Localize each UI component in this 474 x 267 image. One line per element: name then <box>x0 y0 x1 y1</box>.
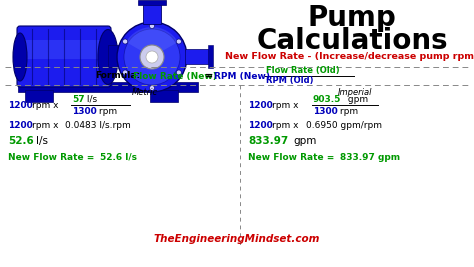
Text: 1200: 1200 <box>248 100 273 109</box>
Text: gpm: gpm <box>345 95 368 104</box>
Text: 0.0483 l/s.rpm: 0.0483 l/s.rpm <box>65 120 131 129</box>
FancyBboxPatch shape <box>18 82 198 92</box>
Text: Calculations: Calculations <box>256 27 448 55</box>
Text: 52.6 l/s: 52.6 l/s <box>100 152 137 162</box>
Ellipse shape <box>13 33 27 81</box>
Text: rpm x: rpm x <box>32 120 58 129</box>
Circle shape <box>123 70 128 75</box>
Text: rpm x: rpm x <box>272 120 299 129</box>
Text: 52.6: 52.6 <box>8 136 34 146</box>
Text: rpm: rpm <box>96 108 117 116</box>
Text: gpm: gpm <box>293 136 316 146</box>
Circle shape <box>176 70 182 75</box>
Text: 1300: 1300 <box>72 108 97 116</box>
Text: rpm: rpm <box>337 108 358 116</box>
Text: 1300: 1300 <box>313 108 338 116</box>
Text: Pump: Pump <box>308 4 396 32</box>
Text: RPM (Old): RPM (Old) <box>266 77 313 85</box>
FancyBboxPatch shape <box>23 40 105 59</box>
Text: Formula:: Formula: <box>95 72 140 80</box>
FancyBboxPatch shape <box>143 2 161 24</box>
Text: 57: 57 <box>72 95 85 104</box>
Text: Flow Rate (Old): Flow Rate (Old) <box>266 66 340 76</box>
Text: RPM (New): RPM (New) <box>214 72 270 80</box>
Text: New Flow Rate =: New Flow Rate = <box>8 152 98 162</box>
Circle shape <box>146 51 158 63</box>
Circle shape <box>176 39 182 44</box>
Text: =: = <box>205 71 213 81</box>
Text: Flow Rate (New): Flow Rate (New) <box>133 72 217 80</box>
Text: l/s: l/s <box>84 95 97 104</box>
Text: Metric: Metric <box>132 88 158 97</box>
FancyBboxPatch shape <box>25 90 53 102</box>
Text: New Flow Rate - (Increase/decrease pump rpm): New Flow Rate - (Increase/decrease pump … <box>225 52 474 61</box>
FancyBboxPatch shape <box>208 45 213 68</box>
Wedge shape <box>126 27 178 57</box>
FancyBboxPatch shape <box>185 49 210 64</box>
Text: 1200: 1200 <box>248 120 273 129</box>
Circle shape <box>124 29 180 85</box>
Text: 0.6950 gpm/rpm: 0.6950 gpm/rpm <box>306 120 382 129</box>
FancyBboxPatch shape <box>138 0 166 5</box>
FancyBboxPatch shape <box>108 45 126 67</box>
Text: 903.5: 903.5 <box>313 95 341 104</box>
Circle shape <box>149 23 155 29</box>
FancyBboxPatch shape <box>17 26 111 87</box>
Circle shape <box>117 22 187 92</box>
Circle shape <box>149 85 155 91</box>
Text: TheEngineeringMindset.com: TheEngineeringMindset.com <box>154 234 320 244</box>
Circle shape <box>140 45 164 69</box>
Text: l/s: l/s <box>36 136 48 146</box>
Text: 833.97 gpm: 833.97 gpm <box>340 152 400 162</box>
Text: New Flow Rate =: New Flow Rate = <box>248 152 337 162</box>
FancyBboxPatch shape <box>150 90 178 102</box>
Text: 833.97: 833.97 <box>248 136 288 146</box>
Text: rpm x: rpm x <box>272 100 299 109</box>
Ellipse shape <box>98 29 118 84</box>
Circle shape <box>123 39 128 44</box>
Text: Imperial: Imperial <box>338 88 372 97</box>
Text: 1200: 1200 <box>8 100 33 109</box>
Text: 1200: 1200 <box>8 120 33 129</box>
Text: rpm x: rpm x <box>32 100 58 109</box>
